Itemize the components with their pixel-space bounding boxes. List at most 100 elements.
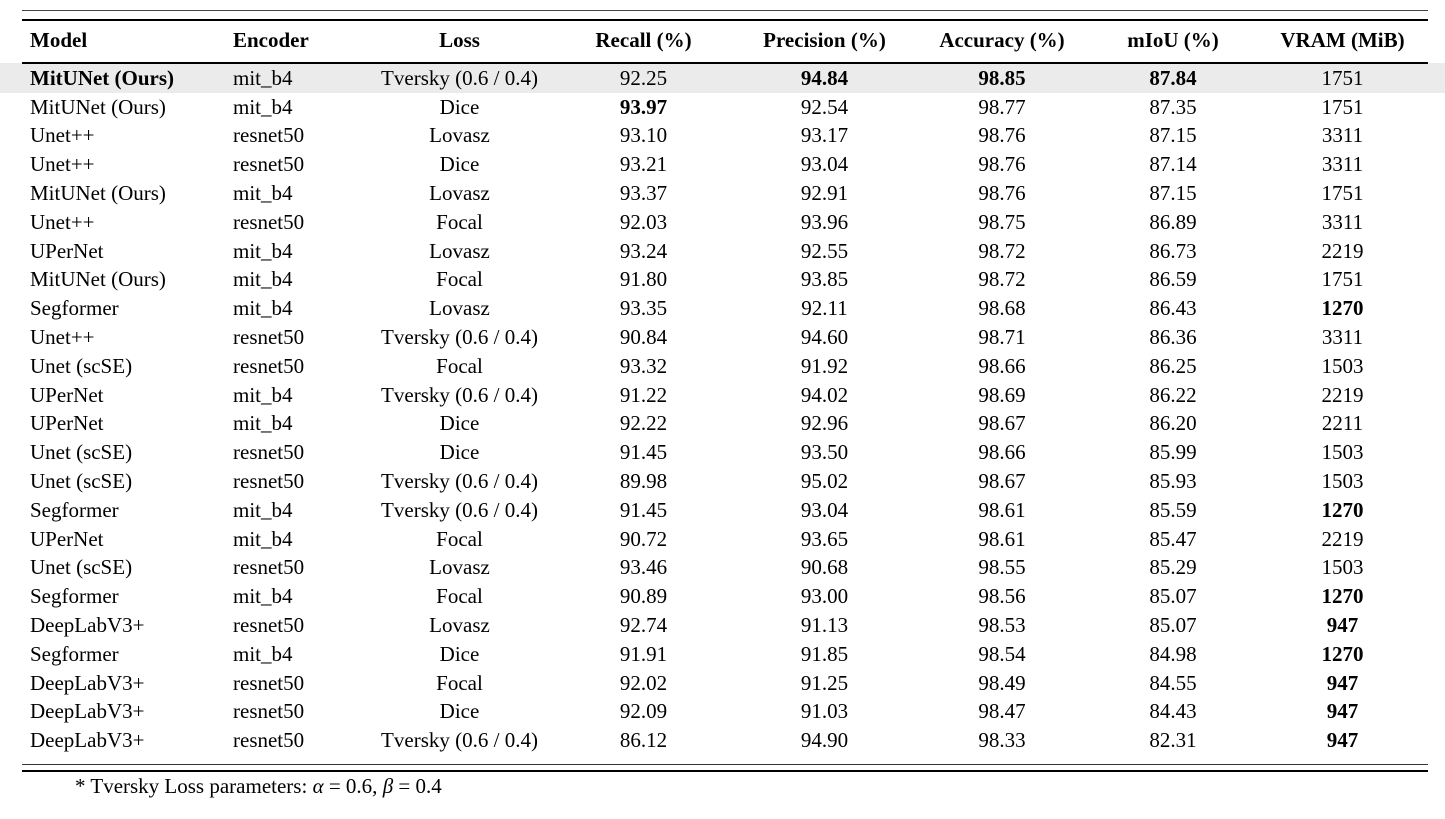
table-row: MitUNet (Ours) mit_b4 Lovasz 93.37 92.91 98.7… — [22, 179, 1428, 208]
cell-recall: 91.45 — [619, 440, 668, 465]
cell-recall: 93.10 — [619, 123, 668, 148]
cell-loss: Tversky (0.6 / 0.4) — [381, 728, 538, 753]
cell-encoder: mit_b4 — [233, 94, 293, 119]
cell-vram: 1503 — [1321, 440, 1364, 465]
table-row: DeepLabV3+ resnet50 Tversky (0.6 / 0.4) 86.… — [22, 726, 1428, 755]
cell-loss: Dice — [439, 411, 480, 436]
table-row: UPerNet mit_b4 Lovasz 93.24 92.55 98.72 86.73 2… — [22, 237, 1428, 266]
cell-miou: 87.15 — [1149, 123, 1197, 148]
cell-recall: 90.84 — [619, 325, 668, 350]
cell-encoder: mit_b4 — [233, 267, 293, 292]
table-row: UPerNet mit_b4 Tversky (0.6 / 0.4) 91.22 94.… — [22, 381, 1428, 410]
table-row: Unet++ resnet50 Focal 92.03 93.96 98.75 86.89 3… — [22, 208, 1428, 237]
cell-model: MitUNet (Ours) — [30, 94, 166, 119]
table-body: MitUNet (Ours) mit_b4 Tversky (0.6 / 0.4) 9… — [22, 63, 1428, 755]
cell-accuracy: 98.56 — [978, 584, 1026, 609]
cell-accuracy: 98.72 — [978, 267, 1026, 292]
cell-precision: 91.25 — [800, 670, 849, 695]
beta-symbol: β — [382, 774, 394, 798]
cell-model: MitUNet (Ours) — [30, 267, 166, 292]
cell-encoder: resnet50 — [233, 555, 305, 580]
table-row: Unet (scSE) resnet50 Focal 93.32 91.92 98.66 8… — [22, 352, 1428, 381]
cell-encoder: resnet50 — [233, 670, 305, 695]
table-row: Unet (scSE) resnet50 Tversky (0.6 / 0.4) 89… — [22, 467, 1428, 496]
cell-recall: 92.25 — [619, 65, 668, 90]
table-bottom-rule — [22, 764, 1428, 772]
cell-precision: 93.04 — [800, 497, 849, 522]
column-header-vram: VRAM (MiB) — [1280, 28, 1405, 53]
cell-precision: 93.96 — [800, 209, 849, 234]
table-row: Unet++ resnet50 Dice 93.21 93.04 98.76 87.14 33… — [22, 150, 1428, 179]
cell-vram: 3311 — [1321, 325, 1364, 350]
cell-encoder: mit_b4 — [233, 411, 293, 436]
cell-loss: Tversky (0.6 / 0.4) — [381, 469, 538, 493]
cell-encoder: resnet50 — [233, 123, 305, 148]
cell-recall: 86.12 — [619, 728, 668, 753]
cell-model: UPerNet — [30, 411, 104, 436]
cell-accuracy: 98.67 — [978, 411, 1026, 436]
highlighted-row-band — [0, 63, 1445, 93]
cell-vram: 3311 — [1321, 209, 1364, 234]
cell-model: DeepLabV3+ — [30, 612, 145, 637]
cell-accuracy: 98.85 — [978, 65, 1026, 90]
cell-model: DeepLabV3+ — [30, 728, 145, 753]
cell-precision: 94.60 — [800, 325, 849, 350]
cell-accuracy: 98.54 — [978, 641, 1026, 666]
column-header-model: Model — [30, 28, 88, 53]
cell-loss: Lovasz — [429, 238, 490, 263]
table-top-rule — [22, 10, 1428, 21]
cell-precision: 95.02 — [800, 469, 849, 493]
alpha-symbol: α — [312, 774, 324, 798]
table-row: Unet++ resnet50 Tversky (0.6 / 0.4) 90.84 94… — [22, 323, 1428, 352]
cell-loss: Tversky (0.6 / 0.4) — [381, 325, 538, 350]
cell-vram: 1751 — [1321, 94, 1364, 119]
cell-accuracy: 98.33 — [978, 728, 1026, 753]
cell-miou: 85.29 — [1149, 555, 1197, 580]
table-row: MitUNet (Ours) mit_b4 Tversky (0.6 / 0.4) 9… — [22, 63, 1428, 93]
cell-model: Segformer — [30, 296, 119, 321]
table-row: Unet (scSE) resnet50 Dice 91.45 93.50 98.66 85… — [22, 438, 1428, 467]
cell-accuracy: 98.49 — [978, 670, 1026, 695]
cell-loss: Dice — [439, 94, 480, 119]
cell-accuracy: 98.61 — [978, 526, 1026, 551]
cell-vram: 2219 — [1321, 238, 1364, 263]
table-row: UPerNet mit_b4 Focal 90.72 93.65 98.61 85.47 22… — [22, 525, 1428, 554]
table-row: Unet++ resnet50 Lovasz 93.10 93.17 98.76 87.15… — [22, 122, 1428, 151]
cell-recall: 90.89 — [619, 584, 668, 609]
cell-accuracy: 98.76 — [978, 152, 1026, 177]
cell-precision: 91.03 — [800, 699, 849, 724]
cell-encoder: mit_b4 — [233, 238, 293, 263]
cell-accuracy: 98.75 — [978, 209, 1026, 234]
footnote-text: * Tversky Loss parameters: — [75, 774, 313, 798]
cell-loss: Lovasz — [429, 181, 490, 206]
cell-accuracy: 98.66 — [978, 353, 1026, 378]
cell-miou: 86.36 — [1149, 325, 1197, 350]
cell-recall: 93.35 — [619, 296, 668, 321]
cell-miou: 85.07 — [1149, 584, 1197, 609]
cell-loss: Lovasz — [429, 123, 490, 148]
cell-recall: 93.37 — [619, 181, 668, 206]
cell-loss: Focal — [436, 584, 483, 609]
cell-loss: Lovasz — [429, 555, 490, 580]
cell-loss: Focal — [436, 267, 483, 292]
table-row: UPerNet mit_b4 Dice 92.22 92.96 98.67 86.20 221… — [22, 410, 1428, 439]
cell-encoder: mit_b4 — [233, 65, 293, 90]
table-row: DeepLabV3+ resnet50 Focal 92.02 91.25 98.49 84… — [22, 669, 1428, 698]
cell-encoder: mit_b4 — [233, 296, 293, 321]
cell-loss: Tversky (0.6 / 0.4) — [381, 382, 538, 407]
cell-precision: 91.92 — [800, 353, 849, 378]
cell-encoder: mit_b4 — [233, 382, 293, 407]
cell-vram: 1270 — [1321, 584, 1364, 609]
cell-loss: Dice — [439, 440, 480, 465]
column-header-loss: Loss — [439, 28, 480, 53]
cell-recall: 93.21 — [619, 152, 668, 177]
cell-accuracy: 98.76 — [978, 181, 1026, 206]
cell-precision: 92.55 — [800, 238, 849, 263]
cell-loss: Tversky (0.6 / 0.4) — [381, 65, 538, 90]
cell-encoder: mit_b4 — [233, 584, 293, 609]
cell-vram: 1270 — [1321, 497, 1364, 522]
cell-model: Unet (scSE) — [30, 353, 133, 378]
cell-encoder: mit_b4 — [233, 497, 293, 522]
cell-miou: 85.99 — [1149, 440, 1197, 465]
